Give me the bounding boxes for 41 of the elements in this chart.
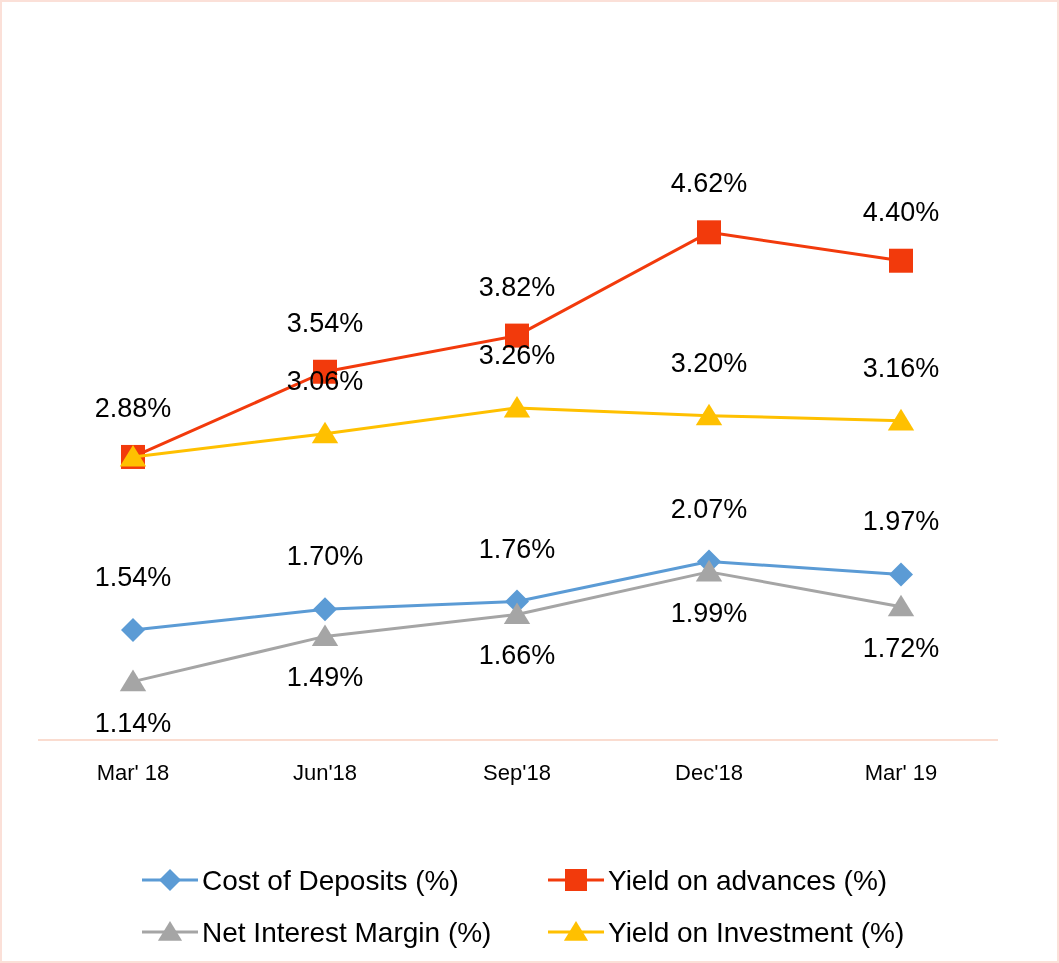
data-label: 4.40% — [862, 196, 940, 227]
point — [695, 559, 723, 582]
data-label: 1.99% — [670, 597, 748, 628]
data-label: 4.62% — [670, 168, 748, 199]
legend-label: Cost of Deposits (%) — [202, 865, 459, 896]
point — [889, 248, 913, 273]
legend-label: Net Interest Margin (%) — [202, 917, 492, 948]
data-label: 1.66% — [478, 640, 556, 671]
point — [887, 594, 915, 617]
legend-label: Yield on advances (%) — [608, 865, 888, 896]
point — [503, 395, 531, 418]
data-label: 3.26% — [478, 339, 556, 370]
point — [121, 617, 145, 642]
data-label: 1.54% — [94, 561, 172, 592]
data-label: 2.07% — [670, 493, 748, 524]
data-label: 1.72% — [862, 632, 940, 663]
point — [889, 562, 913, 587]
point — [697, 220, 721, 245]
point — [503, 602, 531, 625]
data-label: 1.70% — [286, 541, 364, 572]
x-tick-label: Sep'18 — [483, 760, 551, 785]
data-label: 1.49% — [286, 662, 364, 693]
legend-label: Yield on Investment (%) — [608, 917, 905, 948]
x-tick-label: Dec'18 — [675, 760, 743, 785]
data-label: 3.82% — [478, 271, 556, 302]
point — [887, 408, 915, 431]
point — [695, 403, 723, 426]
point — [311, 624, 339, 647]
data-label: 3.54% — [286, 307, 364, 338]
data-label: 1.14% — [94, 707, 172, 738]
x-tick-label: Mar' 18 — [96, 760, 170, 785]
point — [311, 421, 339, 444]
data-label: 3.20% — [670, 347, 748, 378]
x-tick-label: Mar' 19 — [864, 760, 938, 785]
data-label: 3.16% — [862, 352, 940, 383]
data-label: 1.76% — [478, 533, 556, 564]
data-label: 1.97% — [862, 506, 940, 537]
point — [313, 597, 337, 622]
data-label: 2.88% — [94, 392, 172, 423]
x-tick-label: Jun'18 — [292, 760, 358, 785]
point — [119, 669, 147, 692]
